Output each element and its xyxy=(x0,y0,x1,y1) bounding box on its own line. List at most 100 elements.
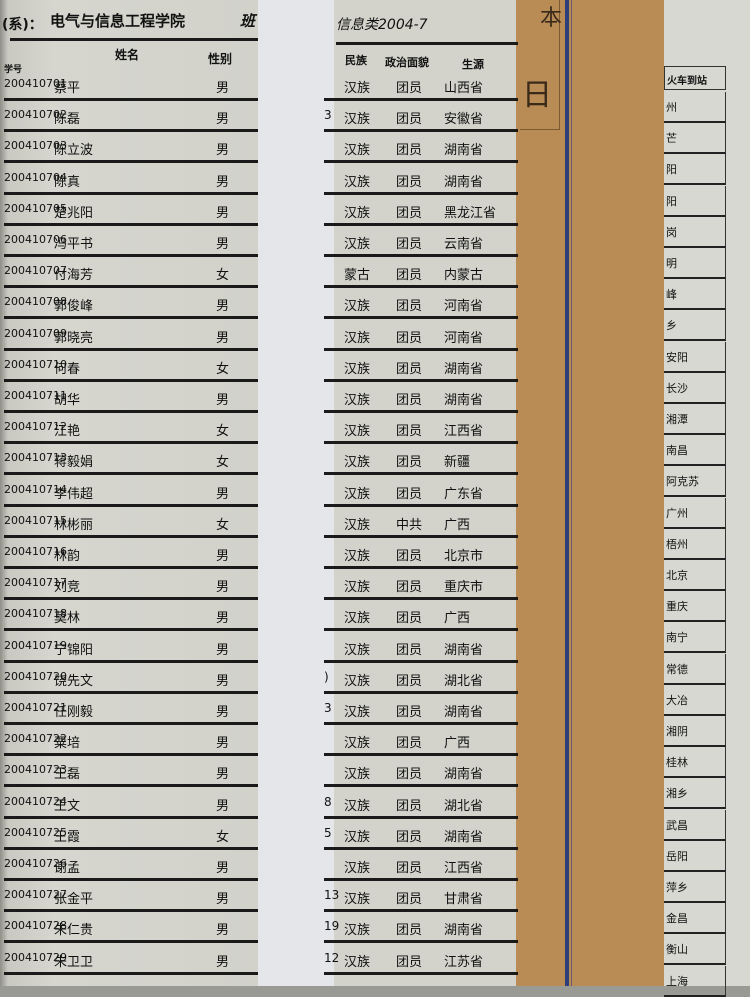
student-id: 200410718 xyxy=(4,607,67,621)
student-name: 陈立波 xyxy=(54,143,94,159)
gender: 男 xyxy=(216,736,230,752)
student-name: 林彬丽 xyxy=(54,517,94,533)
gender: 男 xyxy=(216,798,230,814)
student-id: 200410728 xyxy=(4,919,67,933)
table-row-mid: 5 汉族 团员 湖南省 xyxy=(324,819,518,850)
partial-value: 13 xyxy=(324,888,340,903)
class-name: 信息类2004-7 xyxy=(336,17,428,33)
table-row-mid: 汉族 团员 湖南省 xyxy=(324,632,518,663)
station: 湘乡 xyxy=(666,787,688,801)
table-row-mid: 汉族 团员 湖南省 xyxy=(324,756,518,788)
table-row-left: 200410707 付海芳 女 xyxy=(4,257,258,289)
ethnicity: 汉族 xyxy=(344,361,371,377)
col-name: 姓名 xyxy=(115,48,140,62)
table-row-left: 200410712 江艳 女 xyxy=(4,413,258,445)
origin: 湖南省 xyxy=(444,174,484,190)
col-ethnicity: 民族 xyxy=(345,54,367,67)
student-name: 胡华 xyxy=(54,393,81,408)
origin: 河南省 xyxy=(444,330,484,346)
ethnicity: 汉族 xyxy=(344,954,371,970)
station: 上海 xyxy=(666,974,688,988)
col-origin: 生源 xyxy=(462,58,484,71)
table-row-mid: 汉族 团员 河南省 xyxy=(324,320,518,351)
student-id: 200410704 xyxy=(4,170,67,184)
station: 武昌 xyxy=(666,818,688,832)
origin: 湖南省 xyxy=(444,923,484,939)
origin: 云南省 xyxy=(444,237,484,252)
col-station: 火车到站 xyxy=(664,66,726,90)
political-status: 团员 xyxy=(396,237,423,252)
table-row-station: 上海 xyxy=(664,965,726,997)
table-row-station: 湘潭 xyxy=(664,404,726,435)
header-rule xyxy=(10,38,258,41)
political-status: 团员 xyxy=(396,205,423,221)
origin: 湖南省 xyxy=(444,705,484,720)
student-name: 莫林 xyxy=(54,611,81,627)
table-row-left: 200410719 宁锦阳 男 xyxy=(4,632,258,663)
station: 安阳 xyxy=(666,350,688,364)
gender: 男 xyxy=(216,611,230,627)
table-row-left: 200410711 胡华 男 xyxy=(4,382,258,413)
student-id: 200410713 xyxy=(4,451,67,465)
political-status: 团员 xyxy=(396,299,423,315)
ethnicity: 汉族 xyxy=(344,143,371,159)
table-row-station: 乡 xyxy=(664,310,726,342)
col-gender: 性别 xyxy=(208,52,233,66)
ethnicity: 蒙古 xyxy=(344,268,371,284)
student-name: 陈真 xyxy=(54,174,81,190)
table-row-left: 200410720 饶先文 男 xyxy=(4,663,258,694)
table-row-station: 安阳 xyxy=(664,341,726,373)
station: 常德 xyxy=(666,662,688,676)
student-id: 200410709 xyxy=(4,326,67,340)
gender: 女 xyxy=(216,268,230,284)
station: 阿克苏 xyxy=(666,475,699,489)
table-row-mid: 汉族 中共 广西 xyxy=(324,507,518,538)
table-row-station: 阿克苏 xyxy=(664,466,726,498)
ethnicity: 汉族 xyxy=(344,673,371,689)
table-row-left: 200410724 王文 男 xyxy=(4,788,258,819)
table-row-station: 长沙 xyxy=(664,372,726,404)
station: 萍乡 xyxy=(666,881,688,894)
origin: 江西省 xyxy=(444,424,484,440)
political-status: 团员 xyxy=(396,736,423,752)
table-row-left: 200410708 郭俊峰 男 xyxy=(4,288,258,320)
student-name: 郭俊峰 xyxy=(54,299,94,315)
political-status: 团员 xyxy=(396,455,423,471)
table-row-left: 200410706 冯平书 男 xyxy=(4,226,258,257)
table-row-mid: 汉族 团员 黑龙江省 xyxy=(324,195,518,226)
table-row-left: 200410701 蔡平 男 xyxy=(4,70,258,101)
table-row-left: 200410710 何春 女 xyxy=(4,351,258,382)
student-name: 王文 xyxy=(54,798,81,814)
table-row-left: 200410703 陈立波 男 xyxy=(4,132,258,164)
student-id: 200410719 xyxy=(4,638,67,652)
envelope-line xyxy=(571,0,572,986)
table-row-mid: 3 汉族 团员 湖南省 xyxy=(324,694,518,725)
student-name: 蔡平 xyxy=(54,81,81,96)
table-row-mid: 汉族 团员 河南省 xyxy=(324,288,518,320)
table-row-station: 阳 xyxy=(664,154,726,186)
political-status: 团员 xyxy=(396,673,423,689)
ethnicity: 汉族 xyxy=(344,611,371,627)
student-id: 200410726 xyxy=(4,857,67,870)
right-page xyxy=(664,0,750,986)
station: 长沙 xyxy=(666,381,688,395)
table-row-mid: 汉族 团员 湖南省 xyxy=(324,132,518,164)
student-name: 郭晓亮 xyxy=(54,330,94,346)
origin: 广西 xyxy=(444,611,471,627)
station: 衡山 xyxy=(666,943,688,957)
table-row-station: 广州 xyxy=(664,497,726,529)
student-name: 楚兆阳 xyxy=(54,205,94,221)
ethnicity: 汉族 xyxy=(344,486,371,502)
political-status: 团员 xyxy=(396,954,423,970)
student-id: 200410729 xyxy=(4,950,67,964)
political-status: 团员 xyxy=(396,112,423,128)
station: 金昌 xyxy=(666,912,688,926)
table-row-station: 阳 xyxy=(664,185,726,217)
table-row-mid: 8 汉族 团员 湖北省 xyxy=(324,788,518,819)
origin: 湖北省 xyxy=(444,673,484,689)
station: 乡 xyxy=(666,319,677,333)
student-name: 李伟超 xyxy=(54,486,94,502)
table-row-mid: 蒙古 团员 内蒙古 xyxy=(324,257,518,289)
station: 岳阳 xyxy=(666,849,688,863)
table-row-mid: 汉族 团员 江西省 xyxy=(324,850,518,881)
